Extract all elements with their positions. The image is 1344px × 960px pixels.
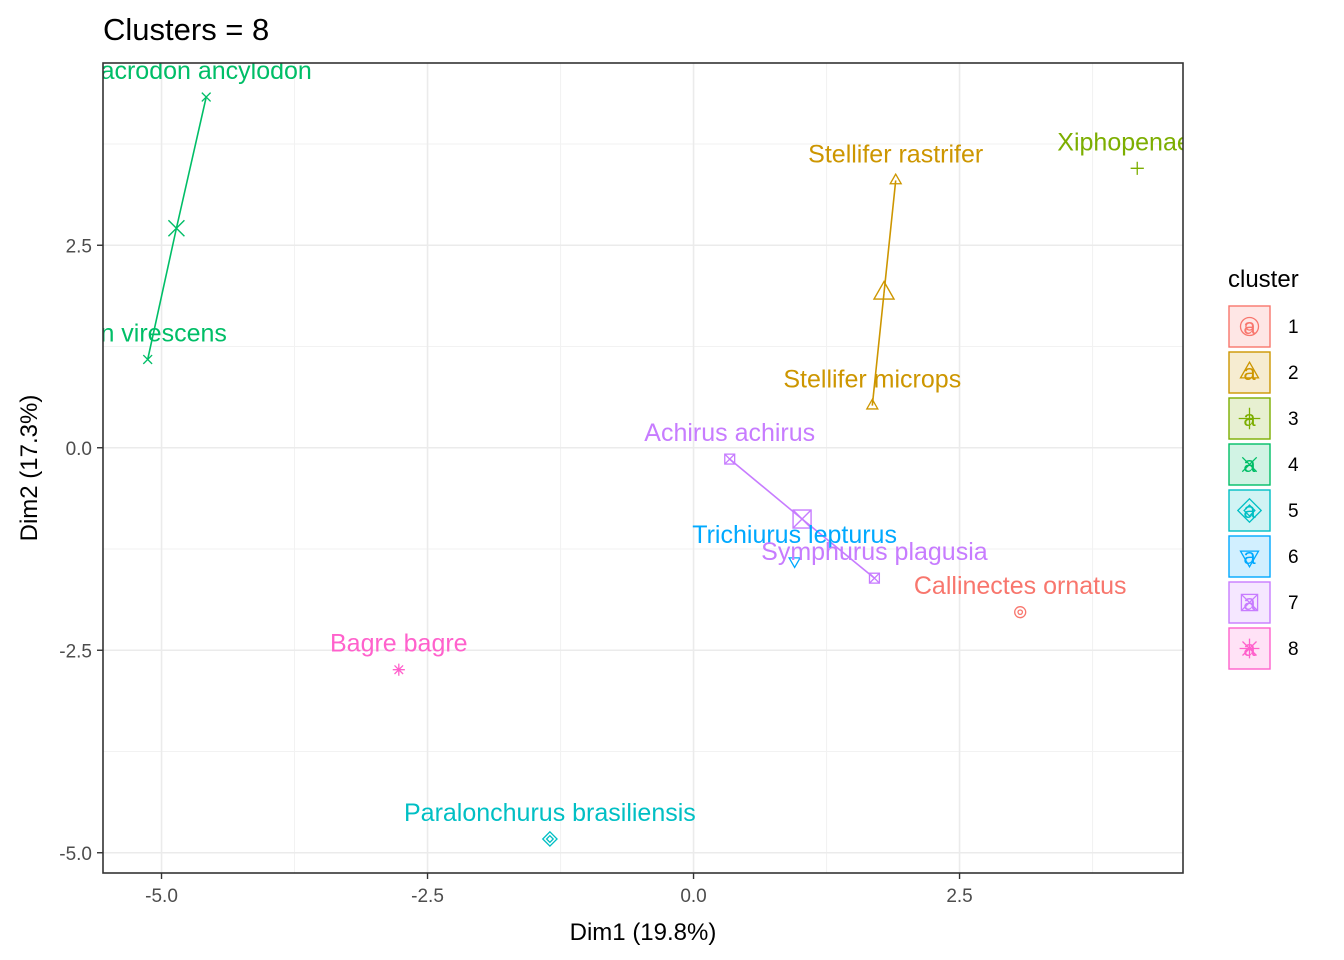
x-axis-title: Dim1 (19.8%)	[570, 919, 717, 946]
point-label: Stellifer rastrifer	[808, 140, 983, 168]
legend-key-shape	[1240, 593, 1259, 612]
legend-title: cluster	[1228, 266, 1299, 293]
cluster-segment	[146, 228, 178, 360]
legend-key-glyph: a	[1243, 498, 1256, 523]
point-label: Trichiurus lepturus	[692, 521, 897, 549]
legend-key-glyph: a	[1243, 360, 1256, 385]
y-tick-label: -5.0	[59, 844, 92, 865]
legend-key-shape	[1239, 638, 1260, 659]
cluster-segment	[175, 96, 207, 229]
point-labels: Callinectes ornatus Stellifer rastrifer St…	[68, 57, 1217, 827]
legend-key-box	[1228, 627, 1271, 670]
y-tick-label: 0.0	[66, 439, 92, 460]
legend-key-shape	[1241, 456, 1258, 473]
point-marker	[724, 453, 736, 465]
point-markers	[142, 92, 1144, 848]
legend-key: a	[1228, 535, 1271, 578]
legend-key: a	[1228, 581, 1271, 624]
point-label: acrodon ancylodon	[101, 57, 312, 85]
legend: cluster a 1 a 2 a 3 a 4 a 5 a 6 a 7 a 8	[1228, 266, 1299, 670]
point-label: Xiphopenaeus	[1057, 128, 1217, 156]
point-label: cion virescens	[68, 319, 226, 347]
point-label: Symphurus plagusia	[761, 538, 988, 566]
legend-key-shape	[1239, 316, 1260, 337]
point-label: Paralonchurus brasiliensis	[404, 799, 696, 827]
legend-key: a	[1228, 351, 1271, 394]
point-marker	[392, 663, 405, 676]
cluster-segment	[729, 458, 803, 520]
x-tick-label: 2.5	[946, 886, 972, 907]
legend-key-shape	[1238, 407, 1261, 430]
y-axis: -5.0 -2.5 0.0 2.5	[59, 236, 103, 865]
point-marker	[889, 172, 903, 185]
legend-key-glyph: a	[1243, 590, 1256, 615]
point-marker	[868, 572, 881, 584]
legend-label: 5	[1288, 501, 1299, 522]
point-marker	[201, 92, 212, 102]
cluster-segments	[146, 96, 897, 579]
legend-label: 7	[1288, 593, 1299, 614]
legend-key: a	[1228, 443, 1271, 486]
x-axis: -5.0 -2.5 0.0 2.5	[145, 873, 973, 907]
legend-label: 4	[1288, 455, 1299, 476]
point-marker	[788, 557, 802, 569]
legend-key: a	[1228, 305, 1271, 348]
centroid-marker	[872, 280, 896, 300]
point-label: Bagre bagre	[330, 630, 468, 658]
legend-key-glyph: a	[1243, 636, 1256, 661]
legend-key-glyph: a	[1243, 406, 1256, 431]
chart-title: Clusters = 8	[103, 12, 269, 47]
legend-label: 1	[1288, 317, 1299, 338]
centroid-marker	[792, 509, 812, 529]
legend-key-box	[1228, 535, 1271, 578]
legend-key-glyph: a	[1243, 544, 1256, 569]
legend-key-glyph: a	[1243, 314, 1256, 339]
x-tick-label: -5.0	[145, 886, 178, 907]
legend-key-shape	[1239, 550, 1260, 569]
point-marker	[865, 397, 879, 410]
point-label: Achirus achirus	[644, 419, 815, 447]
x-tick-label: 0.0	[680, 886, 706, 907]
point-label: Stellifer microps	[783, 366, 961, 394]
legend-key-glyph: a	[1243, 452, 1256, 477]
point-marker	[541, 830, 558, 848]
point-label: Callinectes ornatus	[914, 572, 1127, 600]
legend-key-box	[1228, 397, 1271, 440]
point-marker	[1014, 606, 1027, 619]
point-marker	[142, 354, 153, 365]
panel-border	[102, 62, 1184, 874]
legend-key: a	[1228, 489, 1271, 532]
legend-key: a	[1228, 627, 1271, 670]
legend-key-box	[1228, 305, 1271, 348]
minor-gridlines	[103, 63, 1183, 873]
legend-label: 8	[1288, 639, 1299, 660]
centroid-marker	[167, 219, 185, 237]
cluster-segment	[871, 292, 885, 406]
x-tick-label: -2.5	[411, 886, 444, 907]
major-gridlines	[103, 63, 1183, 873]
cluster-segment	[883, 180, 897, 294]
y-axis-title: Dim2 (17.3%)	[16, 395, 43, 542]
legend-key-shape	[1236, 497, 1263, 524]
point-marker	[1130, 161, 1144, 175]
legend-key-box	[1228, 351, 1271, 394]
legend-label: 2	[1288, 363, 1299, 384]
panel-background	[103, 63, 1183, 873]
legend-key: a	[1228, 397, 1271, 440]
legend-label: 6	[1288, 547, 1299, 568]
cluster-segment	[801, 518, 875, 579]
legend-key-box	[1228, 489, 1271, 532]
y-tick-label: 2.5	[66, 236, 92, 257]
legend-label: 3	[1288, 409, 1299, 430]
legend-key-shape	[1239, 360, 1260, 379]
y-tick-label: -2.5	[59, 641, 92, 662]
